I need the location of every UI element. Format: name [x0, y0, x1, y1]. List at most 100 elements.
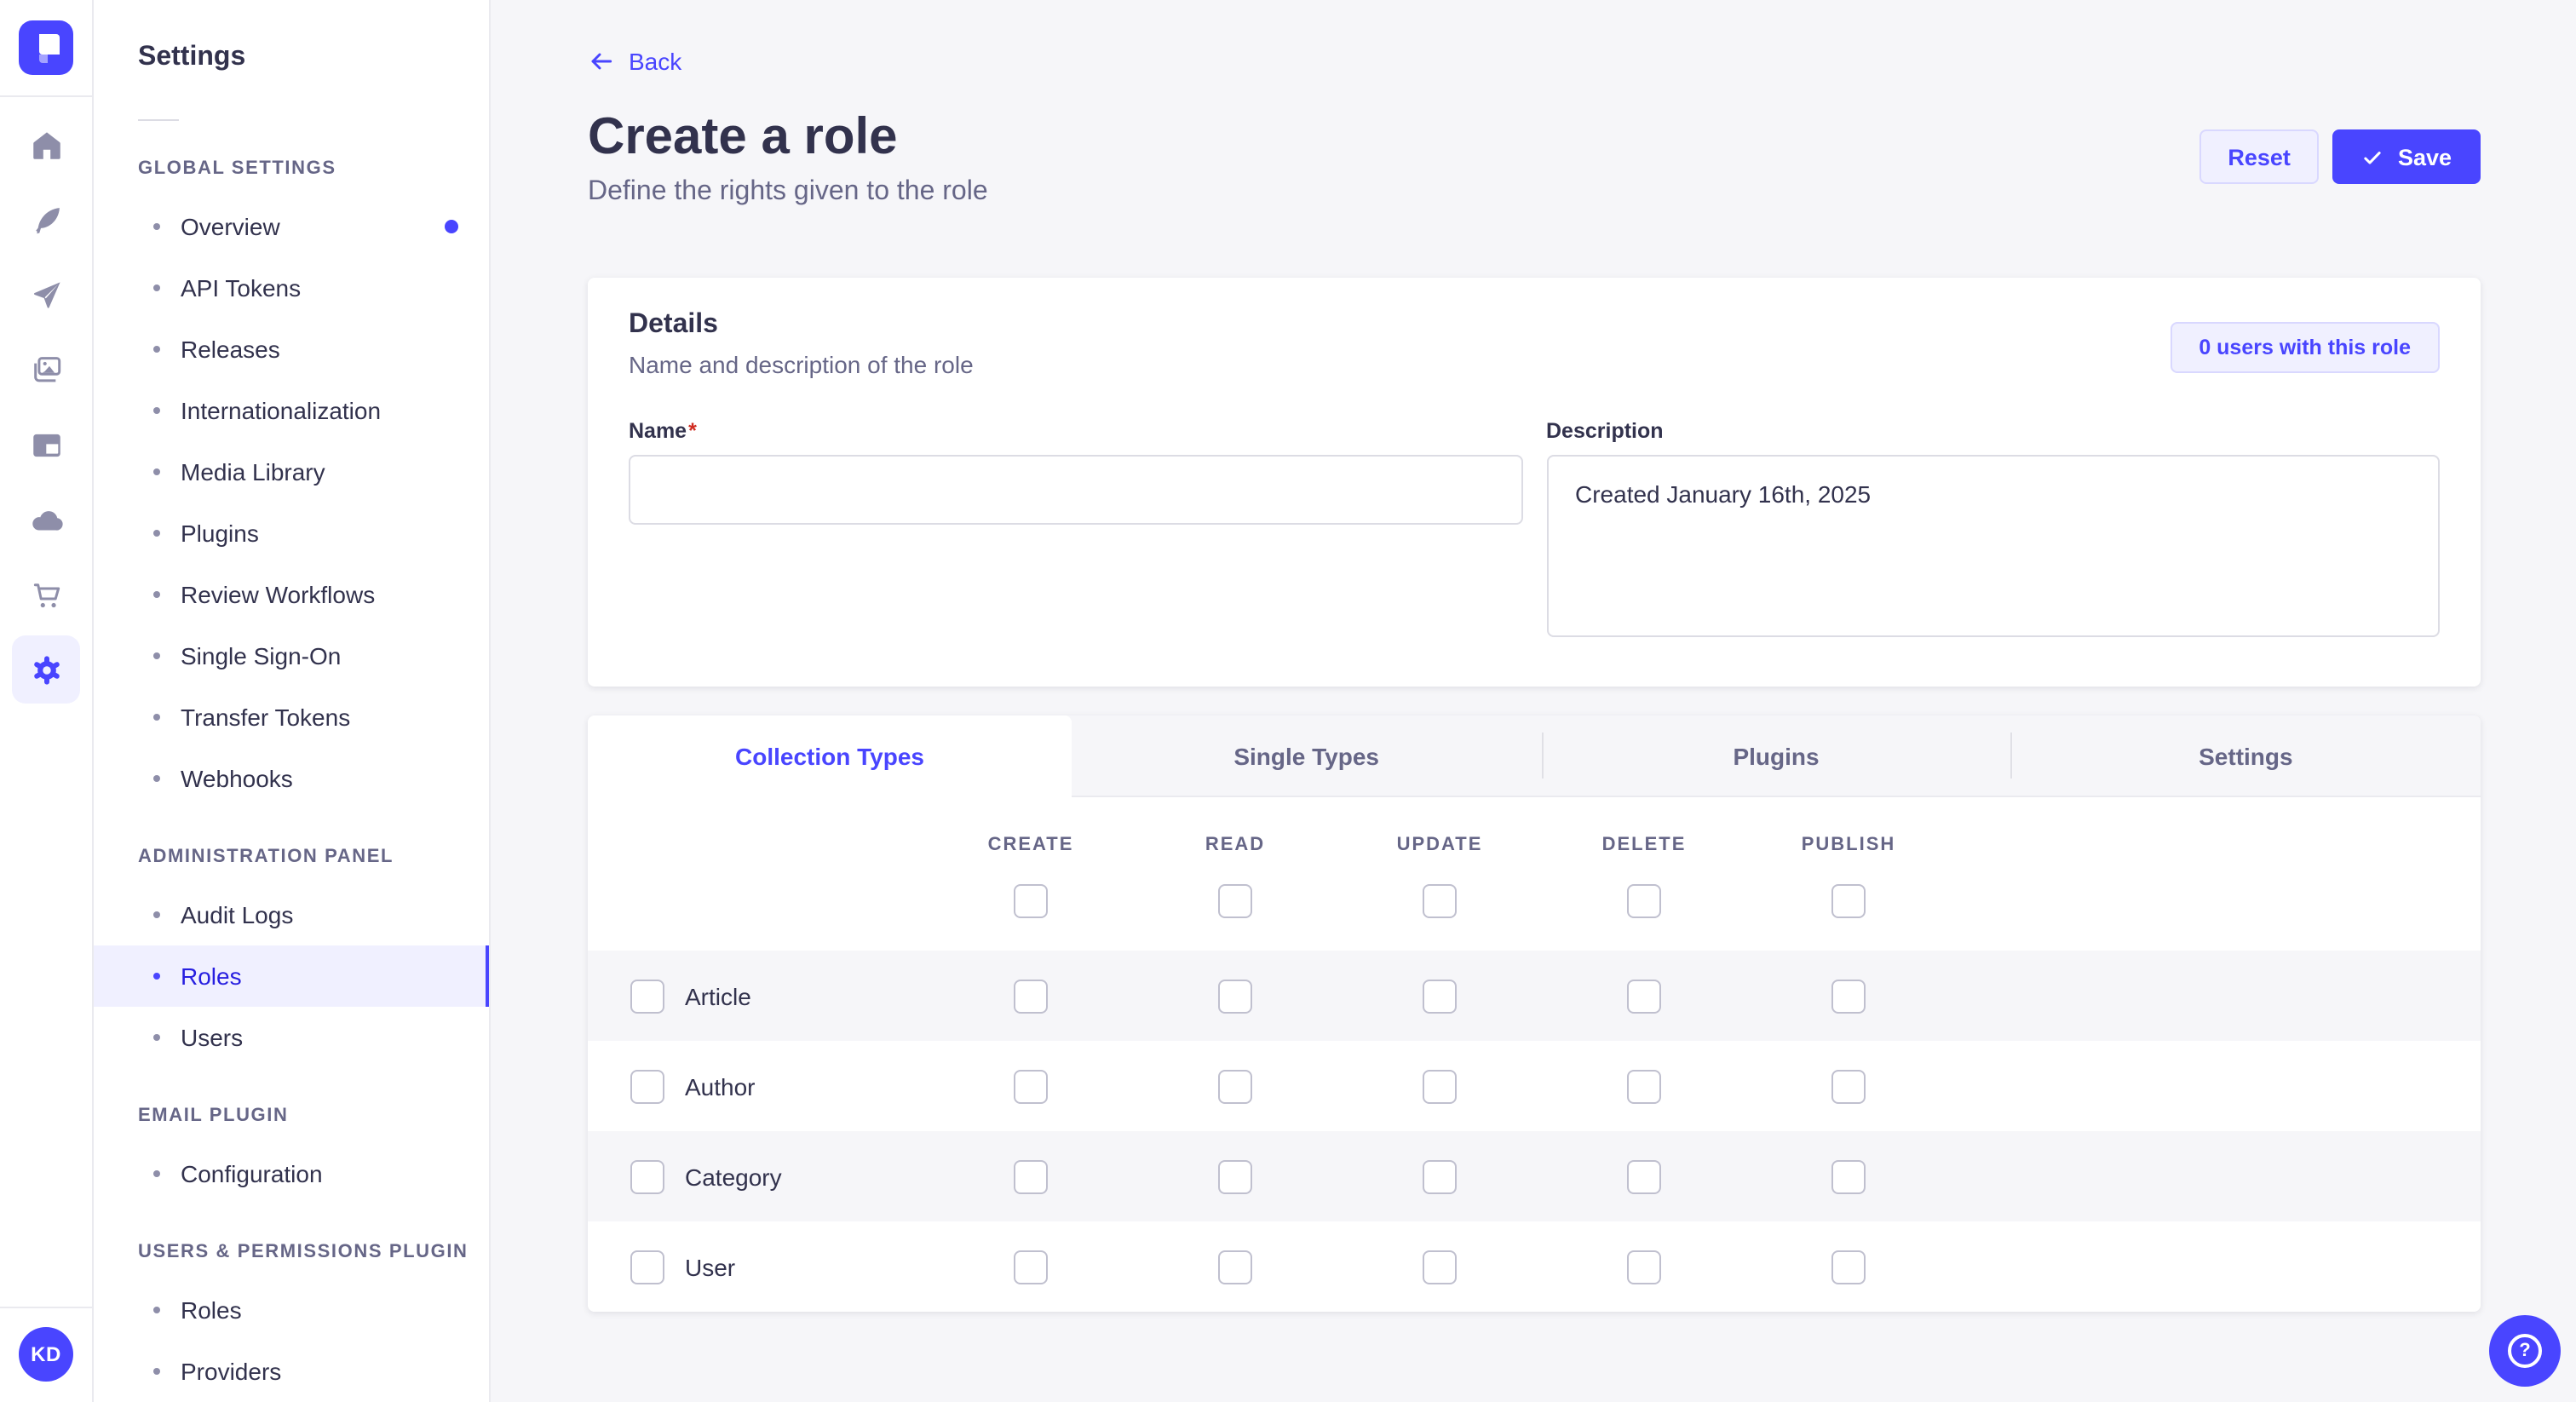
home-icon [28, 127, 64, 163]
select-row-checkbox[interactable] [630, 1069, 664, 1103]
sidebar-item-review-workflows[interactable]: Review Workflows [94, 564, 489, 625]
permission-delete-checkbox[interactable] [1627, 1069, 1661, 1103]
permission-update-checkbox[interactable] [1423, 1069, 1457, 1103]
perm-cell [929, 1159, 1133, 1193]
sidebar-item-roles[interactable]: Roles [94, 945, 489, 1007]
sidebar-item-webhooks[interactable]: Webhooks [94, 748, 489, 809]
permission-delete-checkbox[interactable] [1627, 1250, 1661, 1284]
description-textarea[interactable] [1546, 455, 2440, 637]
perm-column-header: CREATE [929, 835, 1133, 857]
permission-create-checkbox[interactable] [1014, 1159, 1048, 1193]
permission-create-checkbox[interactable] [1014, 1250, 1048, 1284]
rail-button-gear[interactable] [12, 635, 80, 704]
permission-update-checkbox[interactable] [1423, 979, 1457, 1013]
tab-settings[interactable]: Settings [2010, 715, 2481, 796]
permission-update-checkbox[interactable] [1423, 1159, 1457, 1193]
permission-publish-checkbox[interactable] [1831, 1069, 1866, 1103]
sidebar-item-transfer-tokens[interactable]: Transfer Tokens [94, 687, 489, 748]
save-button[interactable]: Save [2332, 129, 2481, 184]
permission-update-checkbox[interactable] [1423, 1250, 1457, 1284]
nav-section-label: EMAIL PLUGIN [138, 1106, 289, 1126]
perm-header-cell [1542, 884, 1746, 918]
users-with-role-button[interactable]: 0 users with this role [2170, 322, 2440, 373]
row-label: Category [685, 1163, 782, 1190]
perm-column-header: UPDATE [1337, 835, 1542, 857]
avatar[interactable]: KD [19, 1327, 73, 1382]
question-mark-icon: ? [2508, 1334, 2542, 1368]
sidebar-item-label: Media Library [181, 458, 325, 486]
sidebar-item-label: Configuration [181, 1160, 323, 1187]
back-link[interactable]: Back [588, 44, 681, 78]
sidebar-item-providers[interactable]: Providers [94, 1341, 489, 1402]
perm-cell [1542, 1250, 1746, 1284]
permission-create-checkbox[interactable] [1014, 979, 1048, 1013]
sidebar-item-audit-logs[interactable]: Audit Logs [94, 884, 489, 945]
bullet-icon [153, 1034, 160, 1041]
select-all-read-checkbox[interactable] [1218, 884, 1252, 918]
bullet-icon [153, 911, 160, 918]
sidebar-item-users[interactable]: Users [94, 1007, 489, 1068]
sidebar-item-label: Users [181, 1024, 244, 1051]
permission-read-checkbox[interactable] [1218, 1250, 1252, 1284]
layout-icon [28, 427, 64, 463]
permission-delete-checkbox[interactable] [1627, 979, 1661, 1013]
perm-header-cell [1133, 884, 1337, 918]
rail-button-cloud[interactable] [12, 486, 80, 554]
sidebar-item-label: API Tokens [181, 274, 302, 302]
sidebar-nav: GLOBAL SETTINGS Overview API Tokens Release… [94, 155, 489, 1402]
perm-cell [1133, 1069, 1337, 1103]
select-row-checkbox[interactable] [630, 979, 664, 1013]
bullet-icon [153, 714, 160, 721]
permission-read-checkbox[interactable] [1218, 1159, 1252, 1193]
permission-delete-checkbox[interactable] [1627, 1159, 1661, 1193]
permission-publish-checkbox[interactable] [1831, 1250, 1866, 1284]
tab-collection-types[interactable]: Collection Types [588, 715, 1072, 797]
help-button[interactable]: ? [2489, 1315, 2561, 1387]
sidebar-item-media-library[interactable]: Media Library [94, 441, 489, 503]
perm-cell [1337, 979, 1542, 1013]
reset-button[interactable]: Reset [2199, 129, 2320, 184]
select-row-checkbox[interactable] [630, 1159, 664, 1193]
rail-button-layout[interactable] [12, 411, 80, 479]
sidebar-item-api-tokens[interactable]: API Tokens [94, 257, 489, 319]
sidebar-item-configuration[interactable]: Configuration [94, 1143, 489, 1204]
name-input[interactable] [629, 455, 1522, 525]
column-label: READ [1205, 835, 1266, 855]
permission-read-checkbox[interactable] [1218, 979, 1252, 1013]
rail-button-media-library[interactable] [12, 336, 80, 404]
sidebar-item-internationalization[interactable]: Internationalization [94, 380, 489, 441]
rail-button-paper-plane[interactable] [12, 261, 80, 329]
select-row-checkbox[interactable] [630, 1250, 664, 1284]
select-all-update-checkbox[interactable] [1423, 884, 1457, 918]
permission-publish-checkbox[interactable] [1831, 1159, 1866, 1193]
perm-column-header: DELETE [1542, 835, 1746, 857]
settings-sidebar: Settings GLOBAL SETTINGS Overview API Toke… [94, 0, 491, 1402]
permission-publish-checkbox[interactable] [1831, 979, 1866, 1013]
sidebar-item-plugins[interactable]: Plugins [94, 503, 489, 564]
feather-icon [28, 202, 64, 238]
column-label: DELETE [1601, 835, 1687, 855]
perm-cell [1542, 979, 1746, 1013]
permission-row-user: User [588, 1221, 2481, 1312]
sidebar-item-releases[interactable]: Releases [94, 319, 489, 380]
sidebar-item-roles[interactable]: Roles [94, 1279, 489, 1341]
select-all-delete-checkbox[interactable] [1627, 884, 1661, 918]
select-all-create-checkbox[interactable] [1014, 884, 1048, 918]
bullet-icon [153, 1368, 160, 1375]
rail-button-cart[interactable] [12, 560, 80, 629]
nav-list: Configuration [94, 1143, 489, 1204]
sidebar-item-single-sign-on[interactable]: Single Sign-On [94, 625, 489, 687]
bullet-icon [153, 530, 160, 537]
details-subtitle: Name and description of the role [629, 351, 974, 378]
sidebar-item-overview[interactable]: Overview [94, 196, 489, 257]
rail-button-feather[interactable] [12, 186, 80, 254]
rail-button-home[interactable] [12, 111, 80, 179]
main-content: Back Create a role Define the rights giv… [492, 0, 2576, 1402]
select-all-publish-checkbox[interactable] [1831, 884, 1866, 918]
strapi-logo[interactable] [19, 20, 73, 75]
permission-create-checkbox[interactable] [1014, 1069, 1048, 1103]
permission-read-checkbox[interactable] [1218, 1069, 1252, 1103]
bullet-icon [153, 591, 160, 598]
tab-plugins[interactable]: Plugins [1541, 715, 2010, 796]
tab-single-types[interactable]: Single Types [1233, 742, 1379, 769]
